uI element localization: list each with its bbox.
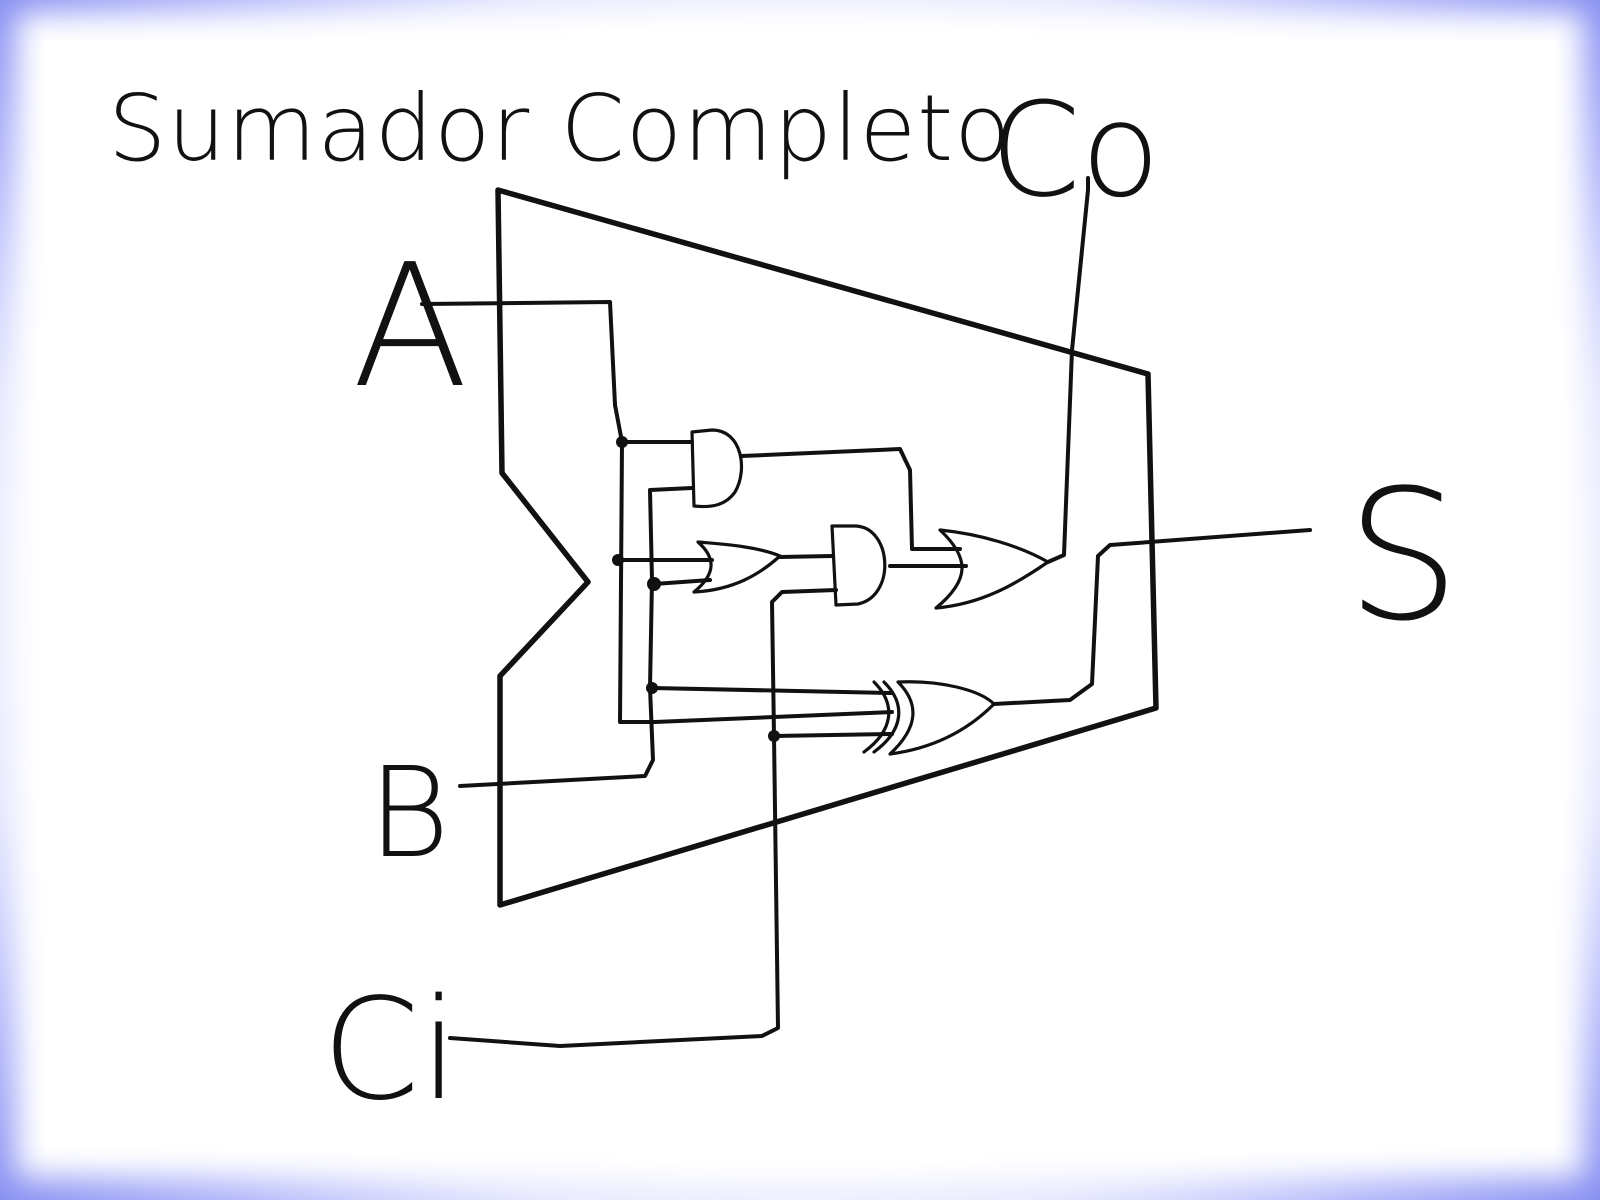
or-gate-carry-out (934, 528, 1050, 610)
wire-b (458, 486, 694, 788)
and-gate-carry (830, 524, 887, 607)
wire-ci (448, 588, 838, 1048)
label-input-a: A (352, 228, 468, 426)
label-output-co: Co (990, 74, 1160, 226)
wire-ci-to-xor (772, 732, 894, 738)
junction-dot-b-or (647, 577, 661, 591)
paper-sheet (44, 40, 1556, 1150)
label-input-b: B (368, 741, 450, 886)
junction-dot-ci-xor (768, 730, 780, 742)
wire-or1-to-and2 (778, 554, 834, 559)
or-gate-ab (692, 540, 782, 594)
wire-b-to-or1 (652, 578, 712, 586)
junction-dot-b-xor (646, 682, 658, 694)
wire-a-to-xor (653, 710, 894, 724)
xor-gate-sum (888, 680, 996, 756)
xor-gate-sum-back-arc (872, 680, 901, 754)
diagram-title: Sumador Completo (108, 75, 1012, 182)
label-output-s: S (1346, 452, 1460, 661)
wire-a (420, 300, 657, 724)
block-outline (495, 187, 1159, 908)
wire-carry-out (1046, 176, 1090, 564)
junction-dot-a-and (616, 436, 628, 448)
wire-and1-to-or2 (740, 447, 962, 551)
xor-gate-sum-back-arc-2 (862, 680, 891, 754)
and-gate-ab (690, 428, 744, 509)
junction-dot-a-or (612, 554, 624, 566)
wire-sum-out (992, 528, 1312, 706)
label-input-ci: Ci (322, 969, 459, 1132)
